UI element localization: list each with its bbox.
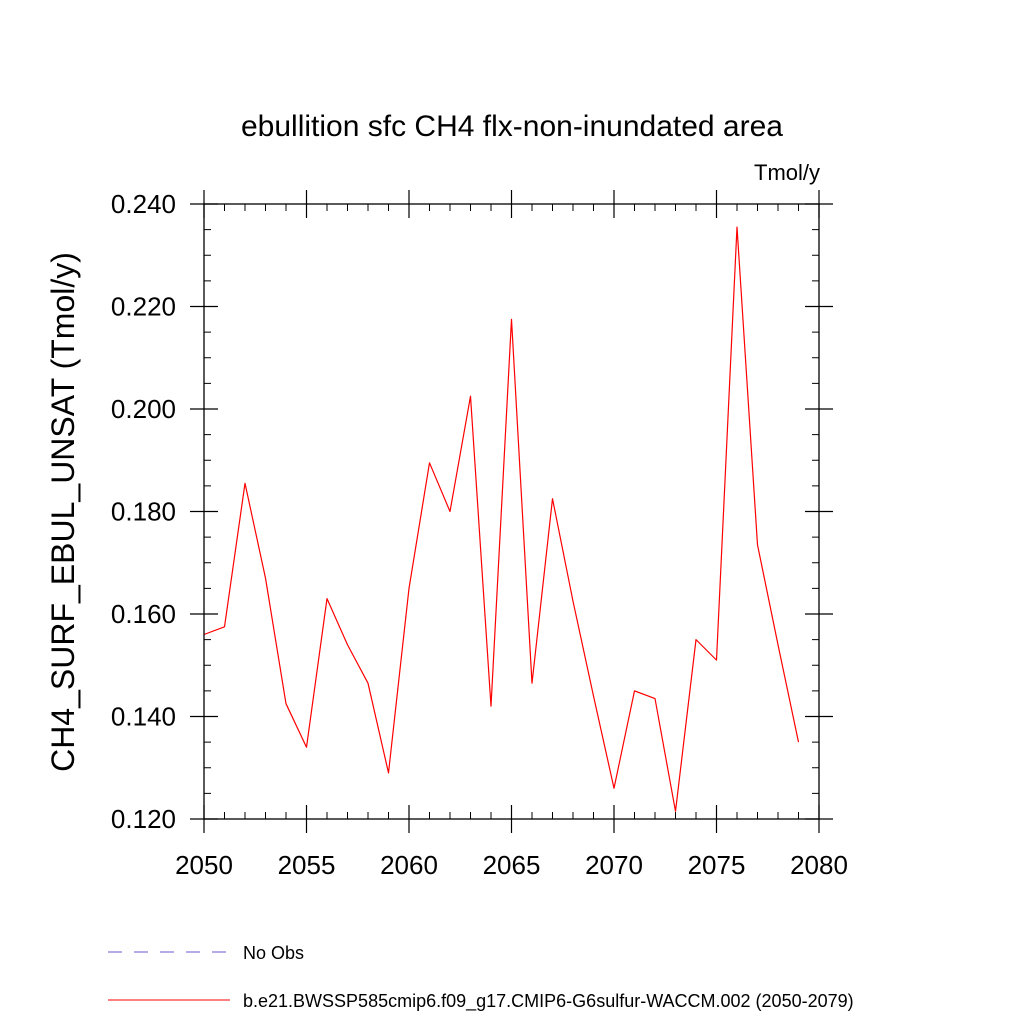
series-layer	[203, 226, 800, 812]
x-tick-label: 2050	[175, 850, 233, 880]
y-tick-label: 0.200	[111, 394, 176, 424]
legend-label: No Obs	[243, 943, 304, 963]
legend: No Obs b.e21.BWSSP585cmip6.f09_g17.CMIP6-…	[108, 943, 854, 1012]
x-tick-label: 2055	[278, 850, 336, 880]
units-label: Tmol/y	[754, 160, 820, 185]
x-tick-label: 2060	[380, 850, 438, 880]
y-tick-label: 0.120	[111, 804, 176, 834]
series-line	[203, 226, 800, 812]
y-tick-label: 0.160	[111, 599, 176, 629]
chart-title: ebullition sfc CH4 flx-non-inundated are…	[241, 110, 783, 143]
y-tick-label: 0.220	[111, 292, 176, 322]
y-axis-label: CH4_SURF_EBUL_UNSAT (Tmol/y)	[45, 252, 81, 772]
x-tick-label: 2070	[585, 850, 643, 880]
legend-label: b.e21.BWSSP585cmip6.f09_g17.CMIP6-G6sulf…	[243, 991, 854, 1012]
axis-ticks	[190, 190, 833, 833]
y-tick-labels: 0.120 0.140 0.160 0.180 0.200 0.220 0.240	[111, 189, 176, 834]
x-tick-labels: 2050 2055 2060 2065 2070 2075 2080	[175, 850, 848, 880]
y-tick-label: 0.240	[111, 189, 176, 219]
y-tick-label: 0.180	[111, 497, 176, 527]
x-tick-label: 2065	[483, 850, 541, 880]
x-tick-label: 2080	[790, 850, 848, 880]
y-tick-label: 0.140	[111, 702, 176, 732]
plot-frame	[203, 203, 820, 820]
x-tick-label: 2075	[688, 850, 746, 880]
